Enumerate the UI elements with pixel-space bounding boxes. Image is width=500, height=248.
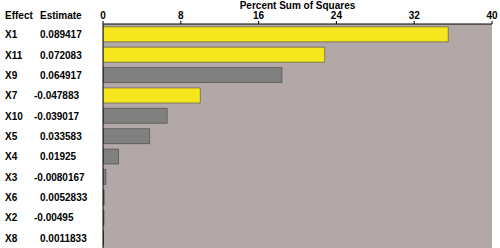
- svg-text:X7: X7: [8, 90, 18, 101]
- svg-text:0.033583: 0.033583: [40, 131, 82, 142]
- svg-text:X5: X5: [8, 131, 18, 142]
- html-text:Effect: Effect: [5, 10, 33, 21]
- html-text:Estimate: Estimate: [40, 10, 82, 21]
- svg-text:32: 32: [409, 10, 421, 21]
- svg-text:0.064917: 0.064917: [40, 70, 82, 81]
- html-text:Percent Sum of Squares: Percent Sum of Squares: [239, 0, 356, 11]
- svg-text:X8: X8: [8, 233, 18, 244]
- svg-text:0: 0: [100, 10, 106, 21]
- svg-text:X6: X6: [8, 192, 18, 203]
- svg-text:X3: X3: [8, 172, 18, 183]
- svg-text:-0.00495: -0.00495: [34, 212, 74, 223]
- svg-text:0.0011833: 0.0011833: [40, 233, 87, 244]
- svg-text:X9: X9: [8, 70, 18, 81]
- svg-text:X10: X10: [8, 111, 23, 122]
- svg-text:0.01925: 0.01925: [40, 151, 77, 162]
- svg-text:-0.047883: -0.047883: [34, 90, 79, 101]
- svg-text:40: 40: [486, 10, 492, 21]
- svg-text:-0.0080167: -0.0080167: [34, 172, 85, 183]
- svg-text:X1: X1: [8, 29, 18, 40]
- svg-text:8: 8: [178, 10, 184, 21]
- svg-text:24: 24: [331, 10, 343, 21]
- svg-text:X11: X11: [8, 50, 23, 61]
- svg-text:X2: X2: [8, 212, 18, 223]
- svg-text:X4: X4: [8, 151, 18, 162]
- svg-text:0.089417: 0.089417: [40, 29, 82, 40]
- svg-text:16: 16: [253, 10, 265, 21]
- svg-text:0.0052833: 0.0052833: [40, 192, 88, 203]
- svg-text:0.072083: 0.072083: [40, 50, 82, 61]
- svg-text:-0.039017: -0.039017: [34, 111, 79, 122]
